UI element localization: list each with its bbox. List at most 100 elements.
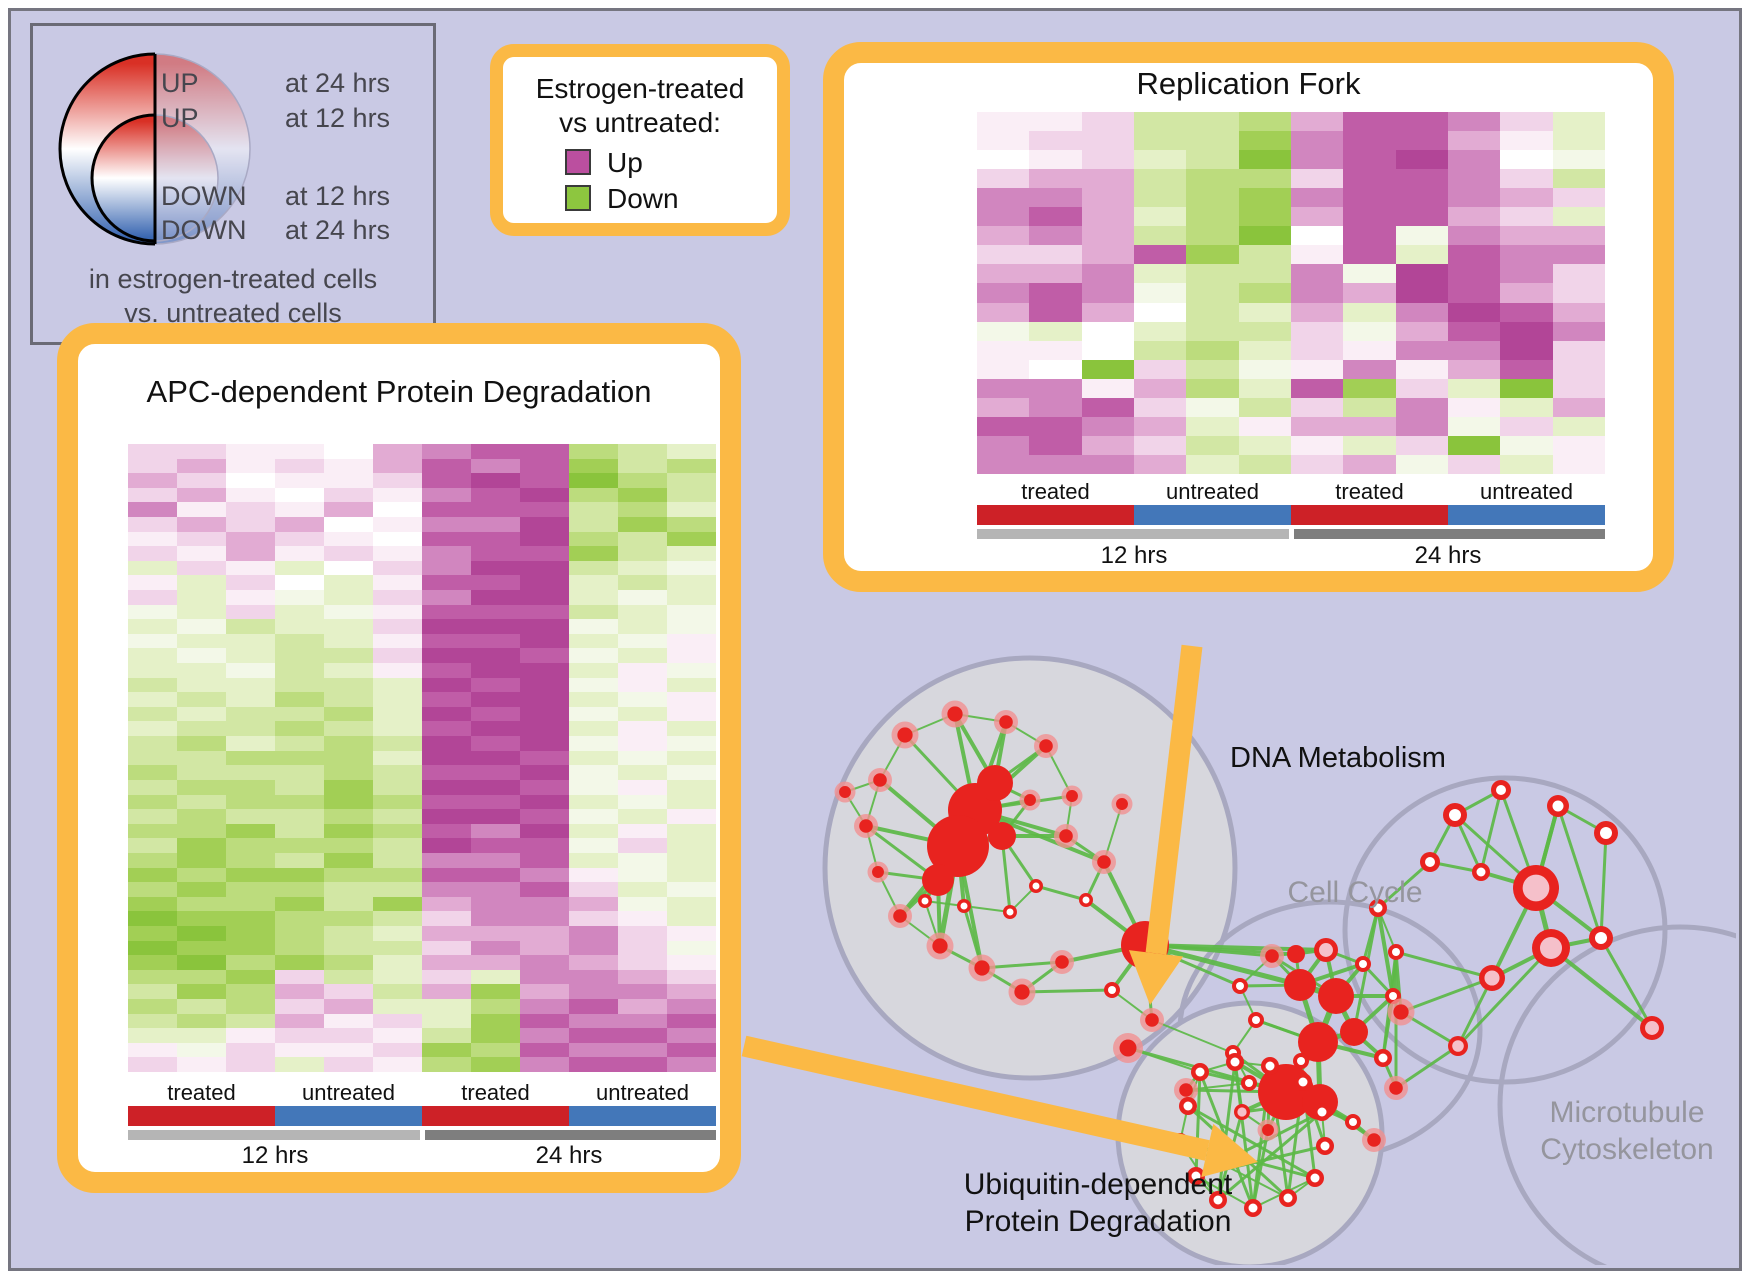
heatmap-cell <box>1290 454 1344 474</box>
heatmap-cell <box>275 502 324 518</box>
heatmap-cell <box>128 779 177 795</box>
rf-group-labels: treated untreated treated untreated <box>977 479 1605 504</box>
rf-bar-24hrs <box>1293 529 1605 539</box>
heatmap-cell <box>569 823 618 839</box>
heatmap-cell <box>1133 283 1187 303</box>
heatmap-cell <box>1081 454 1134 474</box>
heatmap-cell <box>569 517 618 532</box>
network-edge <box>1142 942 1303 988</box>
heatmap-cell <box>177 838 226 853</box>
heatmap-cell <box>177 984 226 999</box>
heatmap-cell <box>128 984 177 999</box>
heatmap-cell <box>667 794 716 810</box>
heatmap-cell <box>177 809 226 824</box>
heatmap-cell <box>422 648 471 664</box>
heatmap-cell <box>128 473 177 488</box>
heatmap-cell <box>128 765 177 780</box>
network-edge <box>1394 1044 1460 1090</box>
heatmap-cell <box>520 487 569 503</box>
heatmap-cell <box>667 517 716 532</box>
heatmap-cell <box>1447 169 1501 189</box>
heatmap-cell <box>422 765 471 780</box>
heatmap-cell <box>324 1042 373 1058</box>
heatmap-cell <box>373 560 422 576</box>
heatmap-cell <box>177 517 226 532</box>
heatmap-cell <box>128 867 177 883</box>
heatmap-cell <box>1552 150 1605 170</box>
heatmap-cell <box>275 779 324 795</box>
network-node-ring-center <box>1297 1057 1305 1065</box>
updown-label-up12: UP <box>161 103 199 133</box>
heatmap-cell <box>569 779 618 795</box>
heatmap-cell <box>226 750 275 766</box>
heatmap-cell <box>1290 359 1344 379</box>
heatmap-cell <box>324 487 373 503</box>
heatmap-cell <box>1500 454 1553 474</box>
heatmap-cell <box>177 706 226 722</box>
heatmap-cell <box>569 721 618 737</box>
heatmap-cell <box>1500 359 1553 379</box>
heatmap-cell <box>1186 283 1239 303</box>
heatmap-cell <box>471 473 520 488</box>
network-node-halo-core <box>873 773 887 787</box>
heatmap-cell <box>275 852 324 868</box>
heatmap-cell <box>226 663 275 678</box>
heatmap-cell <box>667 1057 716 1072</box>
heatmap-cell <box>324 911 373 926</box>
heatmap-cell <box>977 169 1030 189</box>
heatmap-cell <box>1500 283 1553 303</box>
heatmap-cell <box>373 1028 422 1043</box>
heatmap-cell <box>667 619 716 634</box>
heatmap-cell <box>373 692 422 707</box>
heatmap-cell <box>324 575 373 591</box>
heatmap-cell <box>520 911 569 926</box>
heatmap-cell <box>373 838 422 853</box>
heatmap-cell <box>226 911 275 926</box>
network-node-halo-core <box>1097 855 1111 869</box>
heatmap-cell <box>1500 169 1553 189</box>
rf-time-bars <box>977 529 1605 539</box>
network-node-ring-center <box>960 902 968 910</box>
heatmap-cell <box>569 896 618 912</box>
heatmap-cell <box>324 867 373 883</box>
heatmap-cell <box>1186 112 1239 132</box>
network-node-ring-center <box>1283 1193 1293 1203</box>
heatmap-cell <box>373 663 422 678</box>
heatmap-cell <box>226 779 275 795</box>
heatmap-cell <box>520 998 569 1014</box>
heatmap-cell <box>1447 188 1501 208</box>
heatmap-cell <box>1186 150 1239 170</box>
heatmap-cell <box>324 765 373 780</box>
heatmap-cell <box>471 1013 520 1029</box>
heatmap-cell <box>1552 302 1605 322</box>
heatmap-cell <box>422 736 471 751</box>
heatmap-cell <box>520 955 569 970</box>
heatmap-cell <box>324 823 373 839</box>
heatmap-cell <box>177 925 226 941</box>
network-node-ring-center <box>1317 1107 1327 1117</box>
heatmap-cell <box>1500 435 1553 455</box>
heatmap-cell <box>177 867 226 883</box>
heatmap-cell <box>373 531 422 547</box>
heatmap-cell <box>324 750 373 766</box>
heatmap-cell <box>1238 264 1291 284</box>
heatmap-cell <box>1343 359 1396 379</box>
heatmap-cell <box>1186 245 1239 265</box>
heatmap-cell <box>977 340 1030 360</box>
heatmap-cell <box>324 502 373 518</box>
heatmap-cell <box>422 984 471 999</box>
heatmap-cell <box>1081 112 1134 132</box>
heatmap-cell <box>618 633 667 649</box>
heatmap-cell <box>569 692 618 707</box>
heatmap-cell <box>226 925 275 941</box>
heatmap-cell <box>1500 112 1553 132</box>
network-node-solid <box>927 815 989 877</box>
heatmap-cell <box>275 692 324 707</box>
network-node-halo-core <box>1066 790 1078 802</box>
heatmap-cell <box>275 1013 324 1029</box>
heatmap-cell <box>618 998 667 1014</box>
heatmap-cell <box>177 473 226 488</box>
heatmap-cell <box>177 648 226 664</box>
heatmap-cell <box>977 264 1030 284</box>
heatmap-cell <box>1133 454 1187 474</box>
